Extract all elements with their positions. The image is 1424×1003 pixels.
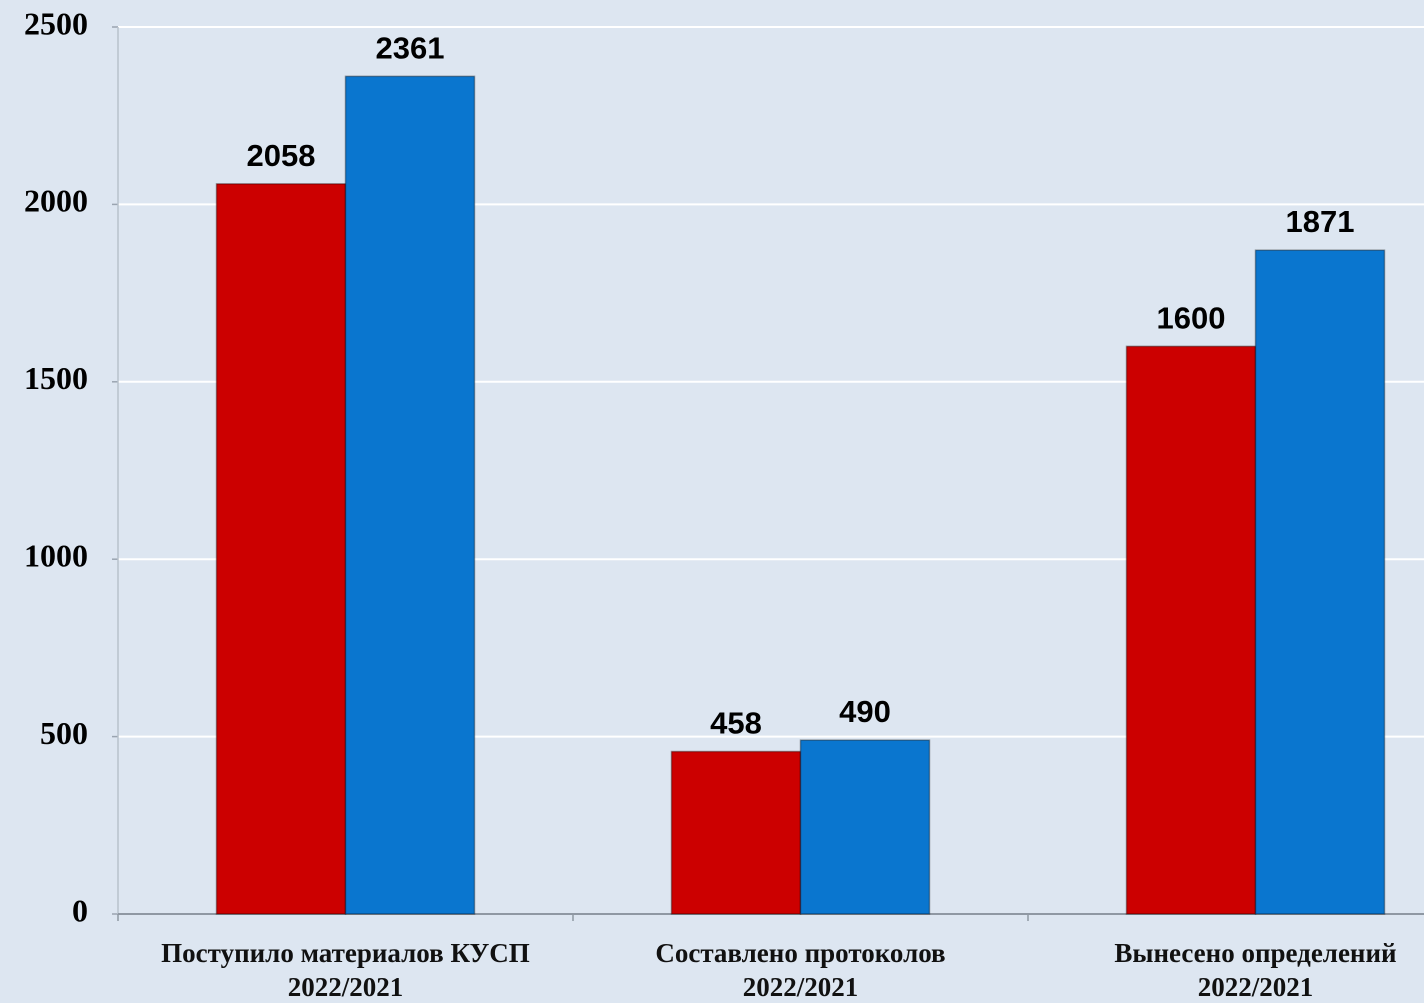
x-tick-label: Поступило материалов КУСП (161, 938, 530, 968)
bar (670, 750, 802, 915)
value-label: 1600 (1157, 300, 1226, 335)
value-label: 1871 (1286, 204, 1355, 239)
y-tick-label: 2500 (24, 5, 88, 41)
value-label: 458 (710, 706, 762, 741)
y-tick-label: 500 (40, 715, 88, 751)
x-tick-label: 2022/2021 (1198, 972, 1314, 1002)
bar (344, 75, 476, 915)
bar (1254, 249, 1386, 915)
value-label: 490 (839, 694, 891, 729)
value-label: 2058 (247, 138, 316, 173)
y-tick-label: 1000 (24, 538, 88, 574)
y-tick-label: 2000 (24, 183, 88, 219)
value-label: 2361 (376, 30, 445, 65)
y-tick-label: 0 (72, 892, 88, 928)
x-tick-label: 2022/2021 (288, 972, 404, 1002)
bar (1125, 345, 1257, 915)
y-tick-label: 1500 (24, 360, 88, 396)
bar (799, 739, 931, 915)
bar (215, 183, 347, 915)
x-tick-label: 2022/2021 (743, 972, 859, 1002)
x-tick-label: Составлено протоколов (655, 938, 945, 968)
x-tick-label: Вынесено определений (1114, 938, 1396, 968)
